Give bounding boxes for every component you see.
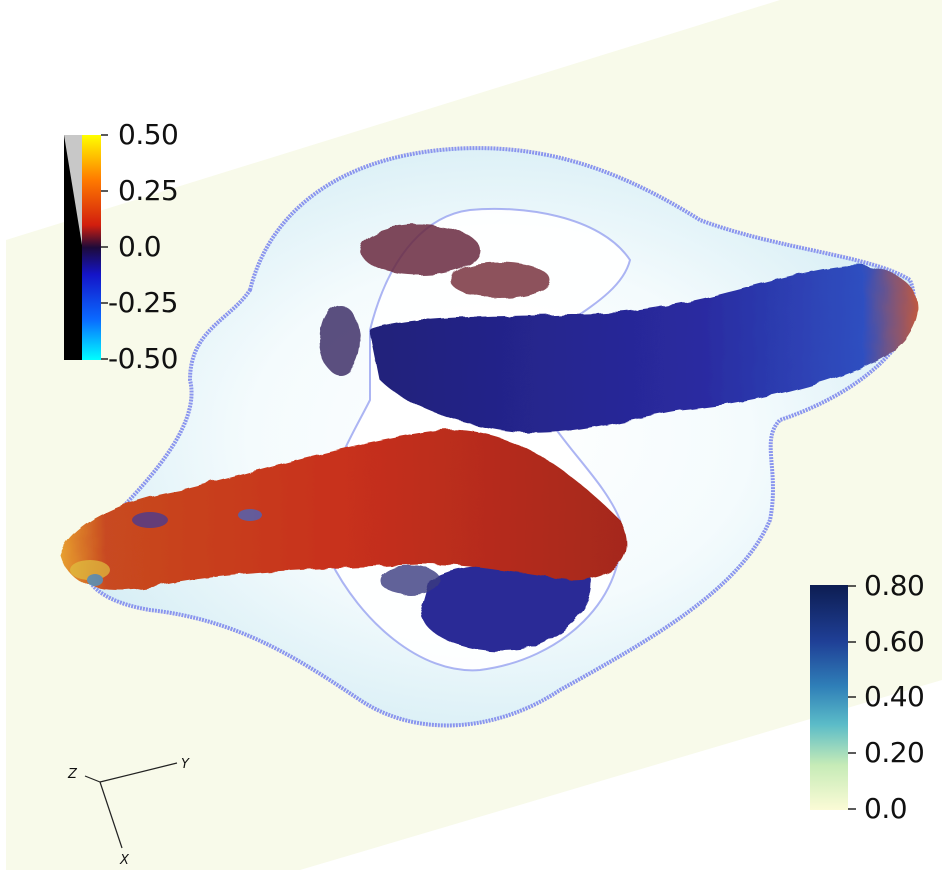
axis-label-y: Y: [181, 757, 190, 772]
opacity-ramp: [64, 135, 82, 360]
red-lobe: [60, 429, 627, 590]
top-colorbar-tick-3: 0.0: [118, 230, 162, 263]
bottom-colorbar: [810, 585, 856, 810]
top-colorbar-tick-5: -0.50: [108, 342, 178, 375]
top-colorbar-tick-4: -0.25: [108, 286, 178, 319]
color-strip: [82, 135, 101, 360]
bottom-colorbar-tick-5: 0.0: [864, 792, 908, 825]
upper-wisps: [320, 225, 550, 375]
bottom-colorbar-tick-2: 0.60: [864, 625, 925, 658]
axis-label-z: Z: [67, 767, 78, 782]
bottom-colorbar-tick-4: 0.20: [864, 736, 925, 769]
top-colorbar: [64, 134, 108, 360]
red-lobe-patches: [70, 509, 262, 586]
lower-blue-blob: [420, 564, 592, 651]
blue-lobe: [370, 265, 918, 433]
top-colorbar-tick-2: 0.25: [118, 174, 179, 207]
bottom-colorbar-tick-1: 0.80: [864, 569, 925, 602]
bottom-colorbar-tick-3: 0.40: [864, 680, 925, 713]
top-colorbar-tick-1: 0.50: [118, 118, 179, 151]
color-strip: [810, 585, 848, 810]
axis-label-x: X: [119, 853, 130, 868]
orientation-axes: [84, 762, 178, 849]
